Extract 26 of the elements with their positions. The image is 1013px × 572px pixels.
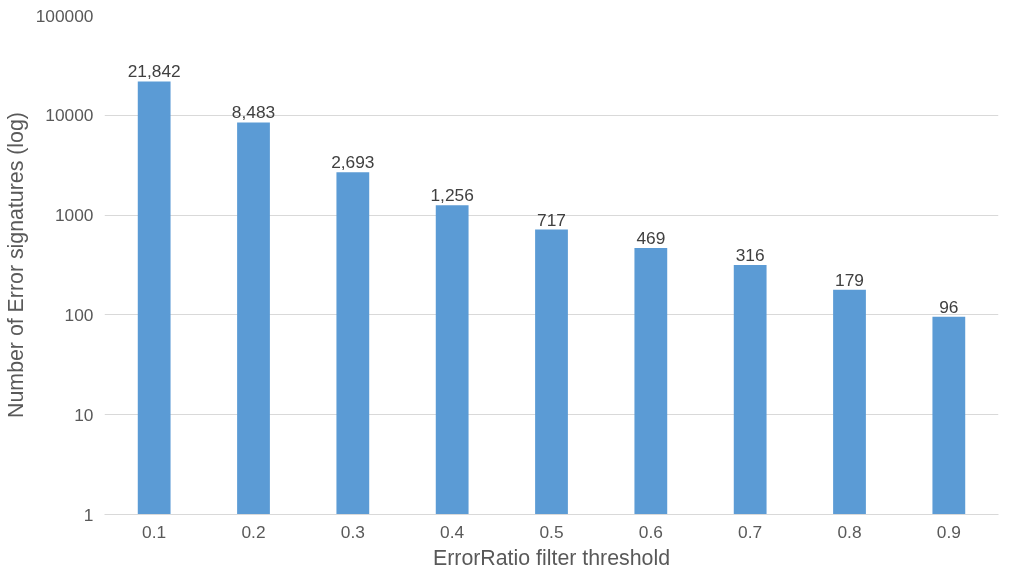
- y-tick-label: 10000: [45, 105, 94, 126]
- data-label: 2,693: [331, 152, 375, 173]
- y-tick-label: 1000: [54, 205, 94, 226]
- x-tick-label: 0.1: [142, 521, 167, 542]
- x-tick-label: 0.6: [638, 521, 663, 542]
- data-label: 717: [537, 209, 566, 230]
- x-tick-label: 0.8: [837, 521, 862, 542]
- x-tick-label: 0.4: [440, 521, 465, 542]
- y-tick-label: 1: [83, 504, 94, 525]
- x-tick-label: 0.3: [340, 521, 365, 542]
- x-tick-label: 0.5: [539, 521, 564, 542]
- data-label: 1,256: [430, 185, 474, 206]
- data-label: 179: [835, 269, 864, 290]
- x-axis-title: ErrorRatio filter threshold: [432, 545, 671, 570]
- data-label: 96: [939, 296, 959, 317]
- x-tick-label: 0.2: [241, 521, 266, 542]
- y-tick-label: 10: [74, 404, 94, 425]
- y-tick-label: 100: [64, 304, 94, 325]
- y-tick-label: 100000: [35, 5, 94, 26]
- x-tick-label: 0.7: [738, 521, 763, 542]
- data-label: 469: [636, 227, 666, 248]
- x-tick-label: 0.9: [936, 521, 961, 542]
- data-label: 8,483: [231, 102, 276, 123]
- data-label: 316: [735, 245, 765, 266]
- y-axis-title: Number of Error signatures (log): [3, 112, 28, 418]
- data-label: 21,842: [127, 61, 181, 82]
